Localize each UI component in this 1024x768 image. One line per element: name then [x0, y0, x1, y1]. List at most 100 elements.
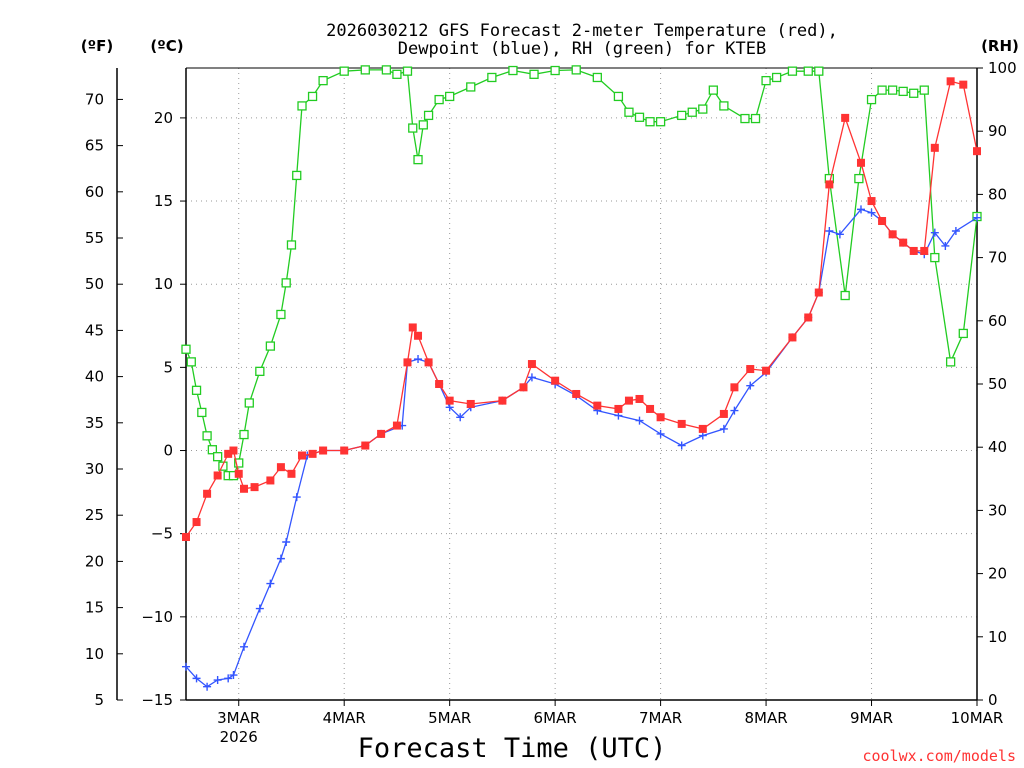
temperature-point: [319, 446, 328, 455]
rh-point: [307, 91, 318, 102]
temperature-point: [377, 429, 386, 438]
rh-point: [787, 66, 798, 76]
rh-point: [434, 94, 444, 105]
dewpoint-point: [255, 604, 264, 613]
dewpoint-point: [213, 676, 222, 685]
temperature-point: [888, 230, 897, 239]
rh-point: [803, 66, 813, 76]
rh-point: [186, 357, 196, 367]
rh-point: [339, 66, 349, 76]
temperature-point: [825, 180, 834, 189]
dewpoint-point: [240, 642, 249, 651]
rh-point: [750, 113, 761, 124]
dewpoint-point: [282, 538, 291, 546]
temperature-point: [445, 396, 454, 405]
temperature-point: [498, 396, 507, 405]
temperature-line: [185, 80, 978, 538]
rh-tick-label: 100: [988, 59, 1017, 77]
f-tick-label: 65: [85, 137, 104, 155]
f-unit-label: (ºF): [81, 37, 113, 55]
rh-point: [592, 72, 602, 83]
x-tick-label: 7MAR: [639, 709, 682, 727]
temperature-point: [192, 518, 201, 527]
temperature-point: [730, 383, 739, 392]
rh-point: [234, 458, 244, 468]
c-unit-label: (ºC): [150, 37, 183, 55]
f-tick-label: 10: [85, 645, 104, 663]
rh-point: [571, 65, 581, 75]
c-tick-label: 5: [163, 358, 173, 376]
dewpoint-point: [635, 416, 644, 425]
rh-tick-label: 20: [988, 565, 1007, 583]
temperature-point: [856, 158, 865, 167]
temperature-point: [841, 113, 850, 122]
f-tick-label: 15: [85, 599, 104, 617]
temperature-point: [909, 246, 918, 255]
dewpoint-point: [203, 682, 212, 691]
rh-point: [919, 85, 929, 95]
f-tick-label: 30: [85, 460, 104, 478]
rh-point: [487, 72, 497, 83]
c-tick-label: 20: [154, 109, 173, 127]
c-tick-label: 0: [163, 442, 173, 460]
temperature-point: [930, 143, 939, 152]
dewpoint-point: [192, 674, 201, 683]
temperature-point: [656, 413, 665, 422]
dewpoint-point: [835, 230, 844, 239]
axes: 3MAR 4MAR 5MAR 6MAR 7MAR 8MAR 9MAR 10MAR 2026 −15…: [81, 37, 1019, 746]
rh-point: [191, 385, 202, 395]
c-tick-label: 10: [154, 275, 173, 293]
rh-point: [276, 309, 286, 320]
rh-point: [719, 101, 729, 111]
rh-point: [698, 104, 708, 114]
chart-title-line: 2026030212 GFS Forecast 2-meter Temperat…: [326, 21, 838, 41]
rh-point: [197, 407, 207, 418]
rh-point: [181, 344, 191, 354]
temperature-point: [361, 441, 370, 450]
rh-point: [866, 94, 877, 105]
rh-tick-label: 70: [988, 249, 1007, 267]
rh-tick-label: 0: [988, 691, 998, 709]
rh-point: [212, 452, 223, 462]
dewpoint-point: [825, 226, 834, 235]
rh-point: [909, 88, 919, 98]
rh-point: [445, 91, 455, 102]
rh-tick-label: 40: [988, 438, 1007, 456]
rh-point: [265, 341, 276, 351]
temperature-point: [635, 394, 644, 403]
rh-point: [550, 65, 560, 76]
temperature-point: [224, 449, 233, 458]
c-tick-label: −5: [151, 525, 173, 543]
rh-point: [740, 113, 750, 124]
rh-unit-label: (RH): [981, 37, 1019, 55]
temperature-point: [203, 489, 212, 498]
temperature-point: [551, 376, 560, 385]
x-sublabel: 2026: [220, 728, 258, 746]
rh-line: [185, 69, 978, 477]
f-tick-label: 60: [85, 183, 104, 201]
dewpoint-point: [973, 213, 981, 222]
rh-point: [814, 66, 824, 76]
dewpoint-point: [266, 579, 275, 588]
c-tick-label: −10: [141, 608, 173, 626]
temperature-point: [527, 360, 536, 369]
temperature-point: [287, 469, 296, 478]
rh-point: [687, 107, 697, 117]
dewpoint-point: [746, 381, 755, 390]
rh-point: [202, 431, 212, 441]
f-tick-label: 50: [85, 275, 104, 293]
temperature-point: [878, 217, 887, 226]
rh-point: [255, 366, 265, 377]
x-tick-label: 6MAR: [534, 709, 577, 727]
rh-point: [634, 112, 645, 122]
rh-point: [655, 117, 666, 127]
temperature-point: [614, 404, 623, 413]
temperature-point: [762, 366, 771, 375]
rh-point: [244, 398, 254, 408]
temperature-point: [899, 238, 908, 247]
rh-point: [624, 107, 634, 117]
f-tick-label: 40: [85, 368, 104, 386]
rh-point: [508, 65, 518, 76]
temperature-point: [572, 389, 581, 398]
temperature-point: [867, 197, 876, 206]
